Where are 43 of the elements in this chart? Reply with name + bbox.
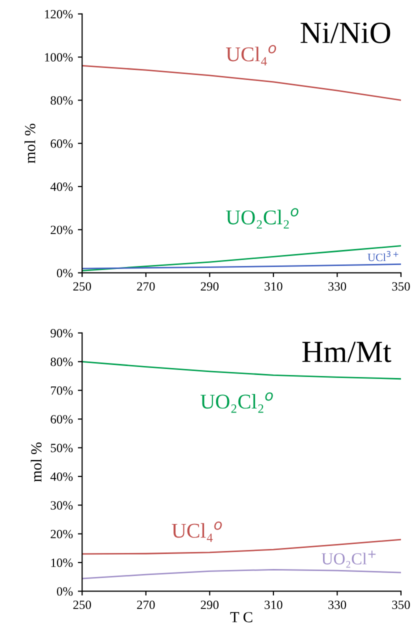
y-tick-label: 80% [50,96,73,105]
x-tick-label: 350 [392,282,410,291]
x-tick-label: 250 [73,282,92,291]
y-tick-label: 100% [45,53,73,62]
y-tick-label: 40% [50,472,73,481]
series-label: UCl₄$^{o}$ [226,45,276,66]
line-series [82,65,401,101]
y-tick-label: 60% [50,139,73,148]
y-tick-label: 0% [56,268,73,278]
y-tick-label: 50% [50,444,73,452]
series-label: UCl$^{3+}$ [368,251,398,262]
x-axis-title: T C [230,612,252,622]
x-tick-label: 330 [328,600,346,610]
series-label: UO₂Cl₂$^{o}$ [226,208,298,229]
x-tick-label: 310 [264,282,282,291]
y-tick-label: 90% [50,328,73,338]
x-tick-label: 250 [73,600,92,610]
y-axis-title: mol % [24,124,36,164]
x-tick-label: 330 [328,282,346,291]
chart-title: Ni/NiO [300,22,390,44]
y-axis-title: mol % [30,442,42,482]
series-label: UO₂Cl$^{+}$ [322,550,376,568]
x-tick-label: 290 [200,282,219,291]
y-tick-label: 60% [50,415,73,424]
x-tick-label: 290 [200,600,219,610]
y-tick-label: 0% [56,587,73,596]
x-tick-label: 350 [392,600,410,610]
y-tick-label: 20% [50,530,73,538]
series-label: UO₂Cl₂$^{o}$ [200,392,273,413]
y-tick-label: 120% [45,10,73,18]
chart-title: Hm/Mt [302,342,392,362]
y-tick-label: 80% [50,358,73,366]
series-label: UCl₄$^{o}$ [172,521,222,542]
x-tick-label: 270 [137,282,155,291]
y-tick-label: 70% [51,386,73,395]
y-tick-label: 20% [50,226,73,234]
y-tick-label: 40% [50,182,73,192]
x-tick-label: 310 [264,600,282,610]
y-tick-label: 30% [50,501,73,510]
x-tick-label: 270 [137,600,155,610]
y-tick-label: 10% [51,558,73,568]
line-series [82,360,401,380]
line-series [82,569,401,580]
